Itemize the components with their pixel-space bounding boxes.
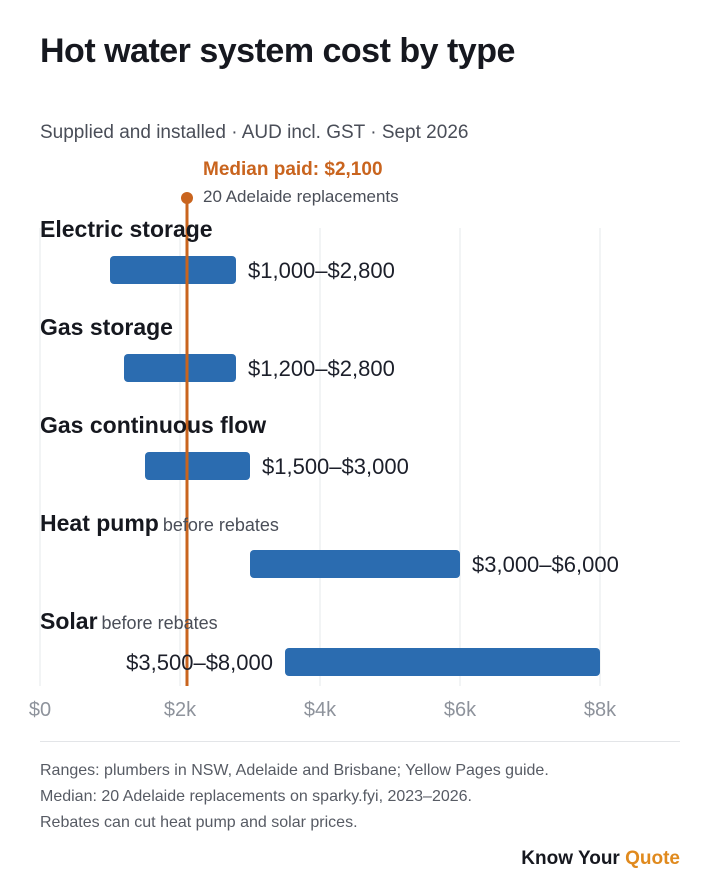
range-bar — [124, 354, 236, 382]
median-marker — [181, 192, 193, 204]
category-label: Solar before rebates — [40, 608, 218, 634]
brand-prefix: Know Your — [521, 848, 620, 869]
footer-divider — [40, 741, 680, 742]
footnotes: Ranges: plumbers in NSW, Adelaide and Br… — [40, 758, 680, 836]
category-label: Gas continuous flow — [40, 412, 266, 438]
range-value-label: $1,000–$2,800 — [248, 258, 395, 283]
median-note: 20 Adelaide replacements — [203, 187, 399, 206]
category-label: Heat pump before rebates — [40, 510, 279, 536]
chart-title: Hot water system cost by type — [40, 32, 515, 70]
range-bar — [145, 452, 250, 480]
footnote: Median: 20 Adelaide replacements on spar… — [40, 788, 472, 805]
x-tick-label: $6k — [444, 699, 477, 721]
x-tick-label: $8k — [584, 699, 617, 721]
range-value-label: $3,500–$8,000 — [126, 650, 273, 675]
brand-accent: Quote — [625, 848, 680, 869]
range-bar — [250, 550, 460, 578]
category-label: Electric storage — [40, 216, 213, 242]
range-value-label: $3,000–$6,000 — [472, 552, 619, 577]
category-label: Gas storage — [40, 314, 173, 340]
range-value-label: $1,500–$3,000 — [262, 454, 409, 479]
range-chart: Electric storage $1,000–$2,800 Gas storage… — [29, 192, 619, 721]
chart-subtitle: Supplied and installed · AUD incl. GST ·… — [40, 122, 469, 143]
brand-logo: Know Your Quote — [521, 848, 680, 870]
x-tick-label: $2k — [164, 699, 197, 721]
footnote: Ranges: plumbers in NSW, Adelaide and Br… — [40, 762, 549, 779]
median-label: Median paid: $2,100 — [203, 159, 383, 180]
footnote: Rebates can cut heat pump and solar pric… — [40, 814, 358, 831]
range-bar — [285, 648, 600, 676]
x-tick-label: $4k — [304, 699, 337, 721]
range-bar — [110, 256, 236, 284]
x-tick-label: $0 — [29, 699, 51, 721]
range-value-label: $1,200–$2,800 — [248, 356, 395, 381]
